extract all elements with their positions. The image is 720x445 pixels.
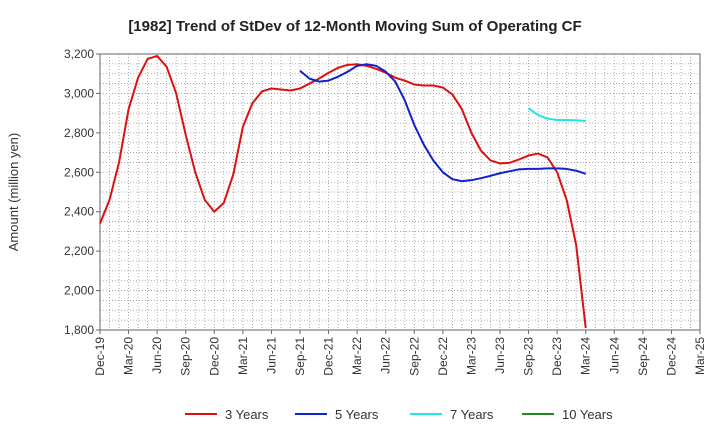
x-tick-label: Jun-23 [493,337,507,374]
x-tick-label: Dec-24 [664,337,678,376]
x-tick-label: Mar-21 [236,337,250,375]
x-tick-label: Sep-24 [636,337,650,376]
x-tick-label: Sep-22 [407,337,421,376]
x-tick-label: Mar-24 [579,337,593,375]
x-tick-label: Jun-21 [264,337,278,374]
legend-label: 10 Years [562,407,613,422]
plot-border [99,53,701,331]
x-tick-label: Dec-20 [207,337,221,376]
y-tick-label: 2,200 [64,244,94,258]
x-tick-label: Mar-22 [350,337,364,375]
x-tick-label: Dec-23 [550,337,564,376]
y-tick-label: 1,800 [64,323,94,337]
y-axis-label: Amount (million yen) [6,133,21,252]
legend-item-3-years: 3 Years [185,407,269,422]
x-tick-label: Sep-20 [179,337,193,376]
x-tick-label: Jun-22 [379,337,393,374]
x-tick-label: Jun-24 [607,337,621,374]
legend-item-10-years: 10 Years [522,407,613,422]
legend-label: 7 Years [450,407,494,422]
y-tick-label: 2,600 [64,165,94,179]
legend-label: 5 Years [335,407,379,422]
plot-area: 1,800 2,000 2,200 2,400 2,600 2,800 3,000 3,200… [64,47,707,376]
x-tick-label: Dec-21 [322,337,336,376]
y-tick-label: 2,800 [64,126,94,140]
legend: 3 Years 5 Years 7 Years 10 Years [185,407,613,422]
x-tick-label: Mar-23 [464,337,478,375]
series-line-5-years [299,63,587,183]
chart-title: [1982] Trend of StDev of 12-Month Moving… [128,18,581,35]
x-tick-label: Sep-21 [293,337,307,376]
y-tick-label: 3,200 [64,47,94,61]
series-line-7-years [527,107,586,123]
x-tick-label: Dec-19 [93,337,107,376]
legend-label: 3 Years [225,407,269,422]
y-tick-label: 2,400 [64,205,94,219]
y-tick-label: 3,000 [64,86,94,100]
legend-item-5-years: 5 Years [295,407,379,422]
x-tick-label: Jun-20 [150,337,164,374]
legend-item-7-years: 7 Years [410,407,494,422]
x-tick-label: Sep-23 [522,337,536,376]
x-tick-label: Mar-25 [693,337,707,375]
x-tick-label: Mar-20 [122,337,136,375]
y-tick-label: 2,000 [64,284,94,298]
x-tick-label: Dec-22 [436,337,450,376]
series-line-3-years [99,54,587,329]
